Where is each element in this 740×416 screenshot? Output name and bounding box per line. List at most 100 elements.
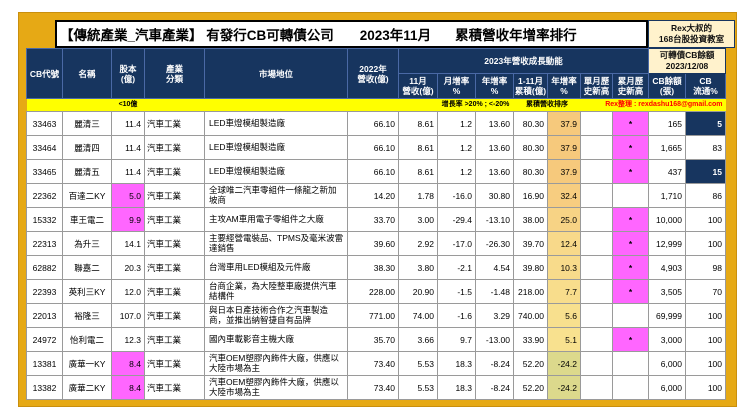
cell-market-position: LED車燈模組製造廠 — [204, 111, 348, 136]
col-header-cumulative-high: 累月歷 史新高 — [611, 73, 650, 99]
cell-cumulative-high: * — [611, 159, 650, 184]
cell-cumulative-high: * — [611, 279, 650, 304]
cell-cumulative-high — [611, 375, 650, 400]
col-header-market-position: 市場地位 — [204, 48, 348, 99]
author-badge-line2: 168台股投資教室 — [658, 34, 725, 44]
cell-rev-2022: 38.30 — [347, 255, 399, 280]
cell-cum-revenue: 16.90 — [513, 183, 548, 208]
cell-industry: 汽車工業 — [144, 303, 205, 328]
cell-name: 百達二KY — [62, 183, 112, 208]
cell-nov-revenue: 1.78 — [398, 183, 438, 208]
cell-cum-revenue: 38.00 — [513, 207, 548, 232]
cell-cb-float: 70 — [685, 279, 727, 304]
cell-capital: 12.3 — [111, 327, 145, 352]
cell-cb-code: 24972 — [26, 327, 63, 352]
cell-monthly-high — [580, 159, 613, 184]
cell-industry: 汽車工業 — [144, 207, 205, 232]
cell-yoy-pct: -13.00 — [475, 327, 514, 352]
cell-name: 聯嘉二 — [62, 255, 112, 280]
cell-mom-pct: 1.2 — [437, 111, 476, 136]
table-row: 22013 裕隆三 107.0 汽車工業 與日本日產技術合作之汽車製造商，並推出納智捷自… — [26, 303, 727, 328]
cell-capital: 11.4 — [111, 159, 145, 184]
cell-market-position: LED車燈模組製造廠 — [204, 135, 348, 160]
cell-rev-2022: 39.60 — [347, 231, 399, 256]
cell-cum-yoy-pct: 5.6 — [547, 303, 581, 328]
cell-rev-2022: 14.20 — [347, 183, 399, 208]
cell-cb-balance: 12,999 — [648, 231, 687, 256]
cell-yoy-pct: 4.54 — [475, 255, 514, 280]
cell-cb-balance: 10,000 — [648, 207, 687, 232]
cell-monthly-high — [580, 375, 613, 400]
revenue-table: CB代號 名稱 股本 (億) 產業 分類 市場地位 2022年 營收(億) 20… — [26, 48, 727, 400]
cell-industry: 汽車工業 — [144, 327, 205, 352]
legend-spacer — [26, 98, 112, 112]
cell-capital: 8.4 — [111, 351, 145, 376]
cell-capital: 8.4 — [111, 375, 145, 400]
table-row: 33464 麗清四 11.4 汽車工業 LED車燈模組製造廠 66.10 8.61 1.2 13… — [26, 135, 727, 160]
table-row: 33463 麗清三 11.4 汽車工業 LED車燈模組製造廠 66.10 8.61 1.2 13… — [26, 111, 727, 136]
table-row: 22362 百達二KY 5.0 汽車工業 全球唯二汽車零組件一條龍之新加坡商 14.20 1… — [26, 183, 727, 208]
cell-rev-2022: 66.10 — [347, 135, 399, 160]
cell-name: 麗清三 — [62, 111, 112, 136]
cell-industry: 汽車工業 — [144, 159, 205, 184]
cell-cb-balance: 6,000 — [648, 351, 687, 376]
cell-name: 裕隆三 — [62, 303, 112, 328]
cell-capital: 12.0 — [111, 279, 145, 304]
cell-market-position: 與日本日產技術合作之汽車製造商，並推出納智捷自有品牌 — [204, 303, 348, 328]
cell-cb-float: 100 — [685, 351, 727, 376]
col-header-nov-revenue: 11月 營收(億) — [398, 73, 438, 99]
cell-nov-revenue: 74.00 — [398, 303, 438, 328]
cell-mom-pct: -1.5 — [437, 279, 476, 304]
cell-cb-balance: 1,710 — [648, 183, 687, 208]
cell-yoy-pct: -8.24 — [475, 375, 514, 400]
legend-spacer — [144, 98, 399, 112]
cell-cumulative-high — [611, 303, 650, 328]
cell-capital: 5.0 — [111, 183, 145, 208]
cell-cum-revenue: 39.80 — [513, 255, 548, 280]
cell-cum-revenue: 52.20 — [513, 351, 548, 376]
cell-cumulative-high: * — [611, 135, 650, 160]
col-header-industry: 產業 分類 — [144, 48, 205, 99]
cell-cb-code: 62882 — [26, 255, 63, 280]
cell-nov-revenue: 2.92 — [398, 231, 438, 256]
cell-cum-yoy-pct: 5.1 — [547, 327, 581, 352]
col-header-cb-balance: CB餘額 (張) — [648, 73, 687, 99]
title-category: 【傳統產業_汽車產業】 有發行CB可轉債公司 — [60, 28, 334, 43]
cell-capital: 11.4 — [111, 135, 145, 160]
cell-nov-revenue: 3.66 — [398, 327, 438, 352]
cell-yoy-pct: -8.24 — [475, 351, 514, 376]
cell-yoy-pct: 13.60 — [475, 135, 514, 160]
cell-cb-code: 33464 — [26, 135, 63, 160]
cell-market-position: 台商企業，為大陸整車廠提供汽車結構件 — [204, 279, 348, 304]
cell-cb-float: 100 — [685, 303, 727, 328]
cell-cb-code: 22313 — [26, 231, 63, 256]
legend-growth-note: 增長率 >20% ; <-20% — [437, 98, 514, 112]
cell-name: 麗清五 — [62, 159, 112, 184]
author-badge-line1: Rex大叔的 — [670, 23, 713, 33]
cell-cb-float: 15 — [685, 159, 727, 184]
cell-rev-2022: 66.10 — [347, 111, 399, 136]
cell-market-position: 國內車載影音主機大廠 — [204, 327, 348, 352]
cell-industry: 汽車工業 — [144, 135, 205, 160]
cell-cumulative-high: * — [611, 207, 650, 232]
cell-monthly-high — [580, 279, 613, 304]
cell-cum-yoy-pct: 37.9 — [547, 159, 581, 184]
cell-nov-revenue: 8.61 — [398, 111, 438, 136]
table-row: 22313 為升三 14.1 汽車工業 主要經營電裝品、TPMS及毫米波雷達銷售 39.6… — [26, 231, 727, 256]
table-row: 13381 廣華一KY 8.4 汽車工業 汽車OEM塑膠內飾件大廠，供應以大陸市場為主 7… — [26, 351, 727, 376]
cell-cum-yoy-pct: -24.2 — [547, 375, 581, 400]
cell-nov-revenue: 3.80 — [398, 255, 438, 280]
cell-cb-float: 98 — [685, 255, 727, 280]
cell-cb-balance: 3,505 — [648, 279, 687, 304]
cell-cb-float: 100 — [685, 231, 727, 256]
cell-mom-pct: 1.2 — [437, 159, 476, 184]
cell-cum-revenue: 80.30 — [513, 159, 548, 184]
cell-nov-revenue: 8.61 — [398, 135, 438, 160]
cell-monthly-high — [580, 111, 613, 136]
cell-cumulative-high: * — [611, 255, 650, 280]
cell-cb-float: 83 — [685, 135, 727, 160]
cell-cumulative-high: * — [611, 111, 650, 136]
col-header-rev-2022: 2022年 營收(億) — [347, 48, 399, 99]
cell-yoy-pct: -26.30 — [475, 231, 514, 256]
